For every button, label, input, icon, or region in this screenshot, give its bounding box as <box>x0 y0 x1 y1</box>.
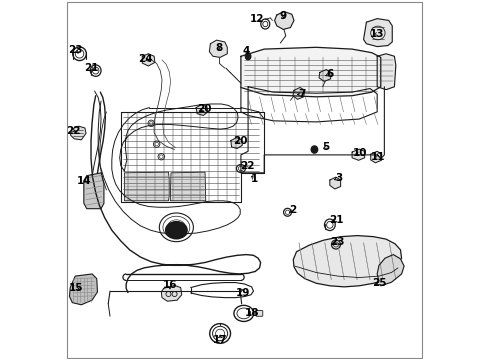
Polygon shape <box>209 40 227 57</box>
Polygon shape <box>83 173 104 209</box>
Text: 20: 20 <box>197 104 211 114</box>
Polygon shape <box>376 54 395 90</box>
Text: 2: 2 <box>289 205 296 215</box>
Ellipse shape <box>165 222 187 239</box>
Text: 17: 17 <box>212 334 227 345</box>
Text: 13: 13 <box>369 29 384 39</box>
Text: 15: 15 <box>68 283 83 293</box>
Polygon shape <box>161 285 182 301</box>
Text: 14: 14 <box>77 176 91 186</box>
Text: 6: 6 <box>325 69 333 79</box>
Polygon shape <box>230 138 242 148</box>
Text: 18: 18 <box>244 308 258 318</box>
Text: 23: 23 <box>68 45 82 55</box>
Text: 9: 9 <box>279 11 286 21</box>
Text: 3: 3 <box>334 173 342 183</box>
Text: 22: 22 <box>240 161 254 171</box>
Ellipse shape <box>310 146 317 153</box>
Text: 10: 10 <box>352 148 366 158</box>
Text: 12: 12 <box>249 14 264 24</box>
Polygon shape <box>292 87 304 99</box>
Text: 1: 1 <box>250 174 258 184</box>
Polygon shape <box>69 274 97 305</box>
Polygon shape <box>319 69 330 81</box>
Polygon shape <box>274 12 293 30</box>
Polygon shape <box>329 177 340 189</box>
Ellipse shape <box>244 53 250 60</box>
FancyBboxPatch shape <box>255 311 262 316</box>
Text: 5: 5 <box>322 142 329 152</box>
Polygon shape <box>124 172 169 201</box>
Text: 19: 19 <box>235 288 249 298</box>
Text: 11: 11 <box>370 152 385 162</box>
Text: 7: 7 <box>298 89 305 99</box>
Text: 23: 23 <box>330 237 344 247</box>
Ellipse shape <box>246 54 249 58</box>
Text: 20: 20 <box>232 136 247 146</box>
Text: 21: 21 <box>83 63 98 73</box>
Polygon shape <box>241 47 380 97</box>
Polygon shape <box>351 149 364 160</box>
Text: 4: 4 <box>243 46 250 56</box>
Polygon shape <box>142 54 155 66</box>
Polygon shape <box>170 172 205 201</box>
Text: 16: 16 <box>163 280 177 290</box>
Text: 24: 24 <box>138 54 153 64</box>
Ellipse shape <box>312 148 316 152</box>
Polygon shape <box>293 235 401 287</box>
Polygon shape <box>370 151 381 163</box>
Polygon shape <box>363 19 391 46</box>
Text: 21: 21 <box>328 215 343 225</box>
Polygon shape <box>70 126 86 140</box>
Text: 25: 25 <box>371 278 386 288</box>
Polygon shape <box>376 255 403 286</box>
Text: 8: 8 <box>215 43 222 53</box>
Polygon shape <box>196 105 207 116</box>
Text: 22: 22 <box>66 126 80 135</box>
